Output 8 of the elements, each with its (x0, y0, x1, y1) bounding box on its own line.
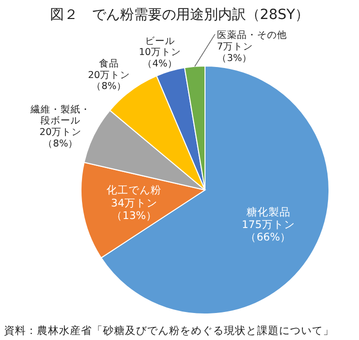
label: 繊維・製紙・段ボール 20万トン（8%） (30, 104, 91, 150)
title: 図２ でん粉需要の用途別内訳（28SY） (50, 7, 310, 23)
label: 医薬品・その他 7万トン（3%） (217, 30, 287, 64)
label: ビール 10万トン（4%） (138, 36, 181, 70)
label: 食品 20万トン（8%） (88, 58, 130, 92)
annotation: 資料：農林水産省「砂糖及びでん粉をめぐる現状と課題について」 (4, 325, 334, 337)
label: 糖化製品 175万トン（66%） (242, 206, 295, 244)
label: 化工でん粉 34万トン（13%） (106, 184, 162, 222)
